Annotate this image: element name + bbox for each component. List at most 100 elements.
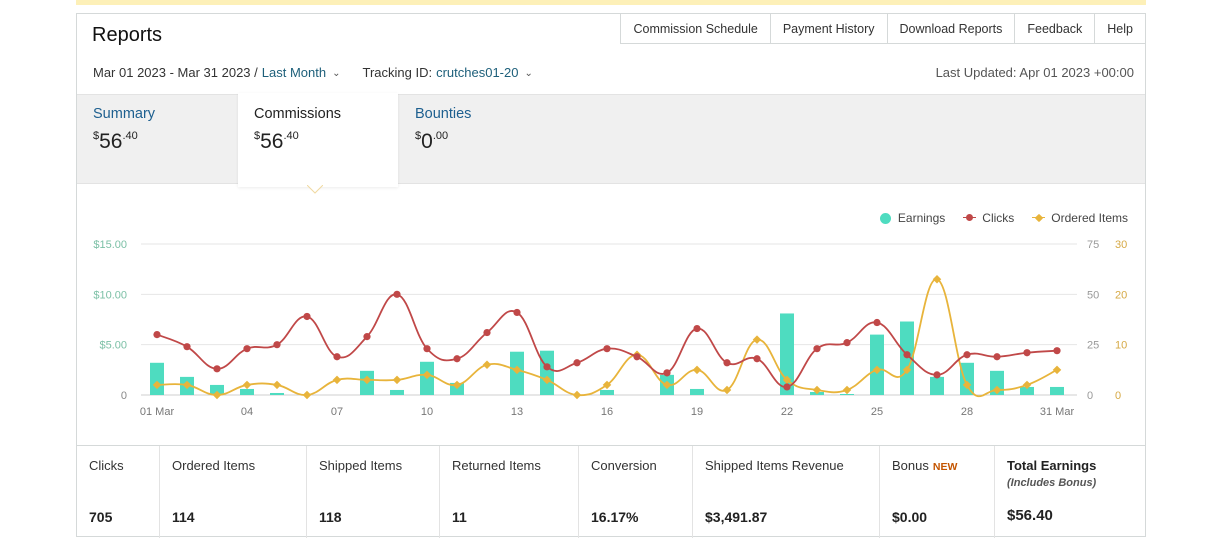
- clicks-point: [1023, 349, 1031, 357]
- earnings-bar: [240, 388, 254, 395]
- commissions-amount: $56.40: [254, 130, 299, 153]
- ordered-items-point: [542, 375, 552, 385]
- clicks-point: [843, 339, 851, 347]
- clicks-point: [483, 328, 491, 337]
- summary-tab-bounties[interactable]: Bounties $0.00: [415, 95, 471, 185]
- summary-tab-label: Bounties: [415, 106, 472, 122]
- active-tab-pointer-icon: [307, 185, 323, 194]
- x-tick-label: 10: [421, 406, 433, 418]
- tracking-label: Tracking ID:: [362, 65, 433, 80]
- clicks-point: [813, 345, 821, 353]
- clicks-point: [213, 365, 221, 373]
- y-right-ordered-tick-label: 30: [1115, 239, 1127, 251]
- clicks-point: [393, 290, 401, 298]
- ordered-items-point: [452, 380, 462, 390]
- tab-help[interactable]: Help: [1095, 13, 1146, 44]
- clicks-swatch-icon: [963, 213, 977, 223]
- legend-earnings[interactable]: Earnings: [879, 211, 945, 225]
- clicks-point: [423, 345, 431, 353]
- earnings-swatch-icon: [879, 212, 891, 224]
- clicks-point: [993, 353, 1001, 361]
- chart-legend: Earnings Clicks Ordered Items: [862, 211, 1128, 225]
- clicks-point: [723, 359, 731, 367]
- last-updated: Last Updated: Apr 01 2023 +00:00: [935, 65, 1134, 80]
- clicks-point: [1053, 347, 1061, 355]
- earnings-bar: [540, 350, 554, 395]
- ordered-items-point: [842, 385, 852, 395]
- y-right-clicks-tick-label: 25: [1087, 340, 1099, 352]
- summary-tab-summary[interactable]: Summary $56.40: [93, 95, 155, 185]
- x-tick-label: 25: [871, 406, 883, 418]
- ordered-items-point: [392, 375, 402, 385]
- ordered-items-point: [572, 390, 582, 400]
- metric-shipped-items: Shipped Items 118: [307, 446, 440, 538]
- y-right-clicks-tick-label: 0: [1087, 390, 1093, 402]
- y-left-tick-label: $15.00: [93, 239, 127, 251]
- metric-shipped-revenue: Shipped Items Revenue $3,491.87: [693, 446, 880, 538]
- tab-payment-history[interactable]: Payment History: [770, 13, 888, 44]
- clicks-point: [303, 312, 311, 321]
- chevron-down-icon[interactable]: ⌄: [332, 68, 341, 79]
- period-dropdown[interactable]: Last Month: [261, 65, 327, 80]
- earnings-bar: [690, 388, 704, 395]
- ordered-items-point: [692, 365, 702, 375]
- earnings-bar: [390, 389, 404, 395]
- bounties-amount: $0.00: [415, 130, 449, 153]
- clicks-point: [963, 351, 971, 359]
- clicks-point: [783, 383, 791, 391]
- y-right-ordered-tick-label: 20: [1115, 289, 1127, 301]
- summary-tab-label: Commissions: [254, 106, 342, 122]
- metric-returned-items: Returned Items 11: [440, 446, 579, 538]
- clicks-point: [693, 324, 701, 333]
- y-left-tick-label: 0: [121, 390, 127, 402]
- earnings-bar: [1020, 386, 1034, 395]
- ordered-items-point: [152, 380, 162, 390]
- ordered-items-point: [272, 380, 282, 390]
- clicks-point: [663, 369, 671, 377]
- filter-row: Mar 01 2023 - Mar 31 2023 / Last Month ⌄…: [93, 65, 533, 80]
- tracking-id-dropdown[interactable]: crutches01-20: [436, 65, 519, 80]
- chevron-down-icon[interactable]: ⌄: [524, 68, 533, 79]
- earnings-bar: [990, 370, 1004, 395]
- y-right-clicks-tick-label: 50: [1087, 289, 1099, 301]
- summary-tab-commissions[interactable]: Commissions $56.40: [238, 93, 398, 187]
- earnings-bar: [870, 334, 884, 395]
- clicks-point: [603, 345, 611, 353]
- clicks-point: [183, 343, 191, 351]
- legend-ordered-items[interactable]: Ordered Items: [1032, 211, 1128, 225]
- ordered-items-line: [156, 278, 1058, 398]
- ordered-items-point: [302, 390, 312, 400]
- clicks-point: [753, 355, 761, 363]
- ordered-items-point: [242, 380, 252, 390]
- x-tick-label: 13: [511, 406, 523, 418]
- clicks-point: [513, 308, 521, 317]
- tab-commission-schedule[interactable]: Commission Schedule: [620, 13, 771, 44]
- earnings-bar: [210, 384, 224, 395]
- clicks-point: [873, 318, 881, 327]
- tab-feedback[interactable]: Feedback: [1015, 13, 1096, 44]
- earnings-bar: [600, 389, 614, 395]
- earnings-bar: [960, 362, 974, 395]
- earnings-bar: [270, 392, 284, 395]
- earnings-bar: [1050, 386, 1064, 395]
- clicks-point: [453, 355, 461, 363]
- summary-amount: $56.40: [93, 130, 138, 153]
- ordered-items-point: [362, 375, 372, 385]
- clicks-point: [333, 353, 341, 361]
- x-tick-label: 28: [961, 406, 973, 418]
- ordered-items-point: [1052, 365, 1062, 375]
- ordered-items-point: [422, 370, 432, 380]
- legend-clicks[interactable]: Clicks: [963, 211, 1014, 225]
- x-tick-label: 16: [601, 406, 613, 418]
- ordered-items-point: [332, 375, 342, 385]
- tab-download-reports[interactable]: Download Reports: [887, 13, 1016, 44]
- metric-bonus: Bonus NEW $0.00: [880, 446, 995, 538]
- ordered-items-point: [212, 390, 222, 400]
- clicks-point: [273, 341, 281, 349]
- clicks-point: [543, 363, 551, 371]
- notice-banner: [76, 0, 1146, 5]
- clicks-point: [243, 345, 251, 353]
- x-tick-label: 01 Mar: [140, 406, 175, 418]
- ordered-items-point: [182, 380, 192, 390]
- ordered-items-point: [782, 375, 792, 385]
